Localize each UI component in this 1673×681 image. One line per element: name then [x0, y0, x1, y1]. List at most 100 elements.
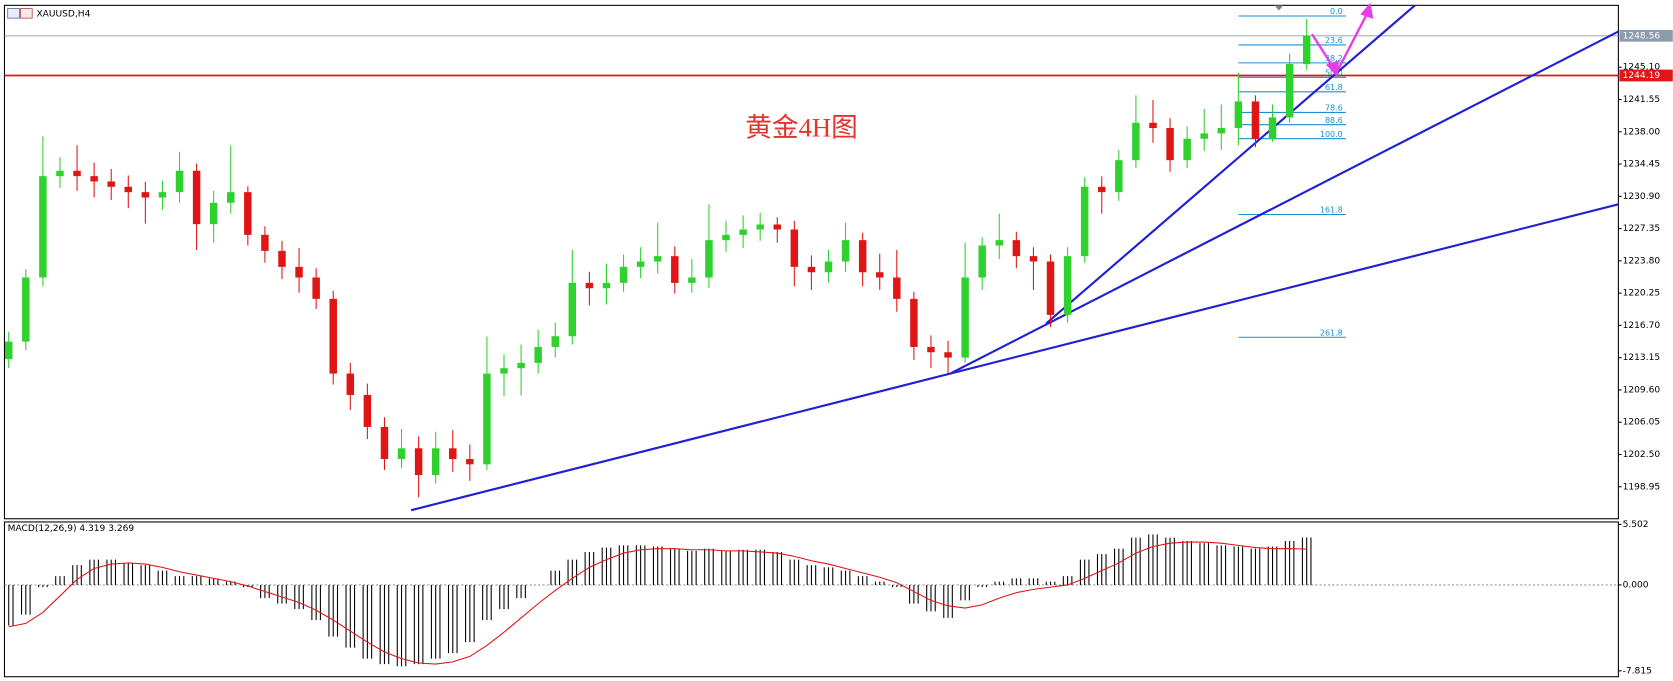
candle-body — [141, 192, 150, 198]
candle-body — [192, 170, 201, 225]
fib-label: 78.6 — [1325, 104, 1343, 113]
y-tick-label: 5.502 — [1623, 520, 1649, 530]
candle-body — [414, 448, 423, 476]
candle-body — [1200, 133, 1208, 139]
candle-body — [705, 240, 713, 278]
candle-body — [722, 234, 730, 241]
candle-body — [602, 282, 611, 289]
macd-label: MACD(12,26,9) 4.319 3.269 — [8, 524, 135, 534]
trendline — [949, 30, 1619, 375]
candle-body — [1046, 261, 1055, 315]
candle-body — [995, 240, 1004, 246]
candle-body — [1012, 240, 1021, 257]
annotation: 黄金4H图 — [745, 112, 858, 142]
candle-body — [22, 277, 30, 342]
price-label: 1244.19 — [1623, 71, 1661, 81]
candle-body — [585, 282, 594, 289]
candle-body — [671, 256, 679, 283]
candle-body — [1149, 122, 1157, 129]
y-tick-label: 1220.25 — [1623, 289, 1660, 299]
candle-body — [568, 282, 577, 337]
candle-body — [1285, 64, 1294, 118]
shift-marker — [1274, 5, 1284, 11]
candle-body — [944, 352, 952, 358]
candle-body — [688, 277, 696, 283]
candle-body — [875, 272, 884, 278]
candle-body — [807, 266, 816, 273]
candle-body — [329, 298, 337, 374]
candle-body — [295, 266, 303, 278]
candle-body — [1080, 186, 1089, 257]
candle-body — [551, 336, 559, 347]
fib-label: 88.6 — [1325, 116, 1343, 125]
fib-label: 61.8 — [1325, 83, 1343, 92]
candle-body — [739, 229, 747, 235]
y-tick-label: 1245.10 — [1623, 63, 1661, 73]
candle-body — [773, 224, 781, 230]
candle-body — [175, 170, 184, 193]
candle-body — [1115, 160, 1123, 193]
candle-body — [278, 250, 286, 267]
candle-body — [56, 170, 64, 177]
candle-body — [1234, 101, 1243, 129]
trendline — [1045, 5, 1417, 325]
candle-body — [380, 426, 389, 460]
candle-body — [517, 362, 525, 369]
candle-body — [534, 346, 542, 363]
price-label: 1248.56 — [1623, 31, 1661, 41]
candle-body — [209, 202, 218, 225]
candle-body — [466, 459, 474, 465]
projection-arrow — [1311, 2, 1374, 78]
candle-body — [1029, 256, 1038, 262]
y-tick-label: 1241.55 — [1623, 95, 1660, 105]
candle-body — [124, 186, 133, 193]
fib-label: 38.2 — [1325, 54, 1343, 63]
y-tick-label: 1230.90 — [1623, 192, 1661, 202]
y-tick-label: -7.815 — [1623, 666, 1652, 676]
y-tick-label: 1198.95 — [1623, 482, 1660, 492]
chart-title: XAUUSD,H4 — [36, 9, 90, 19]
candle-body — [158, 192, 167, 198]
candle-body — [619, 266, 628, 283]
signal-line — [8, 541, 1307, 665]
symbol-icon — [7, 8, 33, 19]
fib-label: 23.6 — [1325, 36, 1343, 45]
candle-body — [73, 170, 81, 177]
candle-body — [397, 448, 406, 460]
candle-body — [961, 277, 969, 358]
candle-body — [653, 256, 662, 262]
macd-plot — [4, 534, 1619, 667]
y-tick-label: 1202.50 — [1623, 450, 1661, 460]
candle-body — [1302, 35, 1311, 65]
fib-label: 161.8 — [1320, 206, 1343, 215]
fib-label: 100.0 — [1320, 130, 1343, 139]
candle-body — [636, 261, 645, 267]
y-tick-label: 1206.05 — [1623, 418, 1660, 428]
candle-body — [1268, 117, 1277, 139]
main-plot: 0.023.638.250.061.878.688.6100.0161.8261… — [4, 5, 1619, 512]
candle-body — [978, 245, 986, 278]
y-tick-label: 1216.70 — [1623, 321, 1661, 331]
y-tick-label: 1234.45 — [1623, 160, 1660, 170]
candle-body — [910, 298, 918, 347]
candle-body — [107, 181, 115, 187]
candle-body — [1098, 186, 1106, 193]
candle-body — [1063, 256, 1072, 315]
candle-body — [363, 394, 372, 427]
candle-body — [1251, 101, 1260, 139]
fib-label: 261.8 — [1320, 328, 1343, 337]
y-tick-label: 1209.60 — [1623, 385, 1661, 395]
candle-body — [927, 346, 935, 353]
candle-body — [312, 277, 320, 299]
candle-body — [449, 448, 457, 460]
fib-label: 0.0 — [1330, 7, 1343, 16]
y-tick-label: 1223.80 — [1623, 256, 1661, 266]
candle-body — [1132, 122, 1140, 161]
candle-body — [500, 368, 508, 374]
y-tick-label: 0.000 — [1623, 580, 1649, 590]
candle-body — [483, 373, 491, 465]
candle-body — [431, 448, 440, 476]
